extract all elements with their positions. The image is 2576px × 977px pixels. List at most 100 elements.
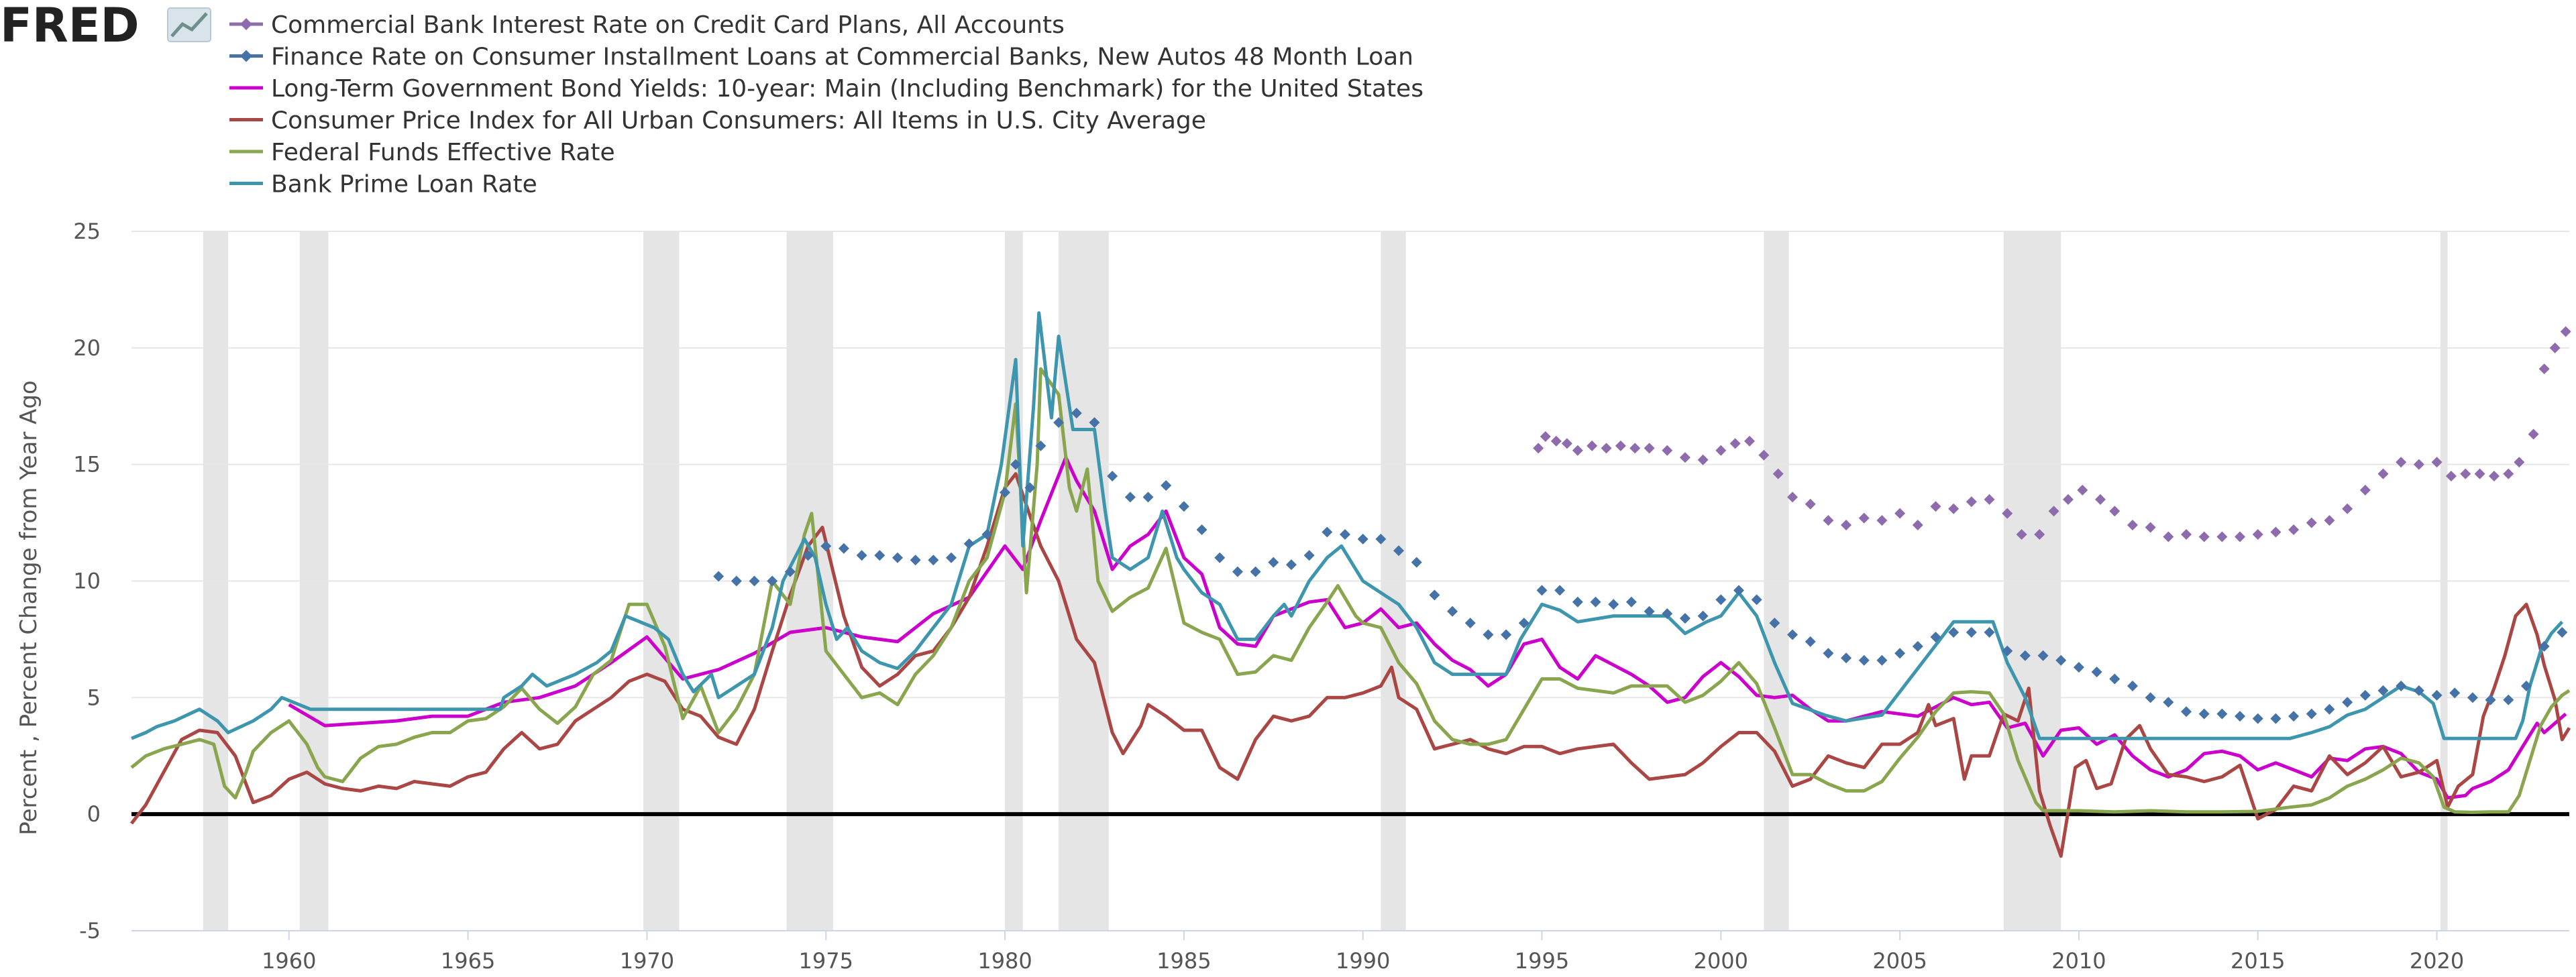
data-point-marker <box>2077 484 2088 496</box>
data-point-marker <box>2019 650 2031 661</box>
x-tick-label: 2015 <box>2231 948 2285 974</box>
data-point-marker <box>2460 468 2471 479</box>
data-point-marker <box>1805 636 1816 647</box>
data-point-marker <box>1357 533 1368 544</box>
data-point-marker <box>2109 673 2121 685</box>
data-point-marker <box>2002 508 2013 519</box>
x-tick-label: 2020 <box>2410 948 2464 974</box>
data-point-marker <box>1232 566 1243 577</box>
data-point-marker <box>1743 435 1755 447</box>
data-point-marker <box>1554 585 1566 596</box>
legend-item: Commercial Bank Interest Rate on Credit … <box>229 11 1065 39</box>
data-point-marker <box>2342 503 2353 514</box>
data-point-marker <box>1303 550 1315 561</box>
x-tick-label: 1980 <box>977 948 1032 974</box>
data-point-marker <box>1608 599 1619 610</box>
x-tick-label: 1960 <box>262 948 316 974</box>
data-point-marker <box>1858 654 1870 666</box>
data-point-marker <box>1823 515 1834 526</box>
data-point-marker <box>2538 363 2550 375</box>
data-point-marker <box>1625 596 1637 608</box>
data-point-marker <box>2073 662 2084 673</box>
data-point-marker <box>2235 531 2246 542</box>
data-point-marker <box>2549 342 2561 353</box>
data-point-marker <box>2270 526 2282 538</box>
data-point-marker <box>1769 618 1780 629</box>
data-point-marker <box>1590 596 1601 608</box>
data-point-marker <box>1644 606 1655 617</box>
data-point-marker <box>1697 454 1709 465</box>
x-tick-label: 1975 <box>799 948 853 974</box>
series-4 <box>130 367 2571 814</box>
legend-label: Federal Funds Effective Rate <box>271 139 615 166</box>
fred-logo-text: FRED <box>0 0 140 53</box>
data-point-marker <box>2474 468 2485 479</box>
data-point-marker <box>1214 552 1226 563</box>
data-point-marker <box>1930 501 1941 512</box>
data-point-marker <box>1000 487 1011 498</box>
legend-label: Commercial Bank Interest Rate on Credit … <box>271 11 1065 39</box>
data-point-marker <box>1644 443 1655 454</box>
data-point-marker <box>2163 531 2174 542</box>
data-point-marker <box>1715 594 1727 606</box>
data-point-marker <box>1823 648 1834 659</box>
data-point-marker <box>2359 689 2371 701</box>
data-point-marker <box>2181 528 2192 540</box>
legend: Commercial Bank Interest Rate on Credit … <box>229 11 1424 198</box>
series-line <box>288 455 2567 800</box>
data-point-marker <box>1758 449 1770 461</box>
data-point-marker <box>1107 471 1118 482</box>
x-tick-label: 1990 <box>1336 948 1390 974</box>
data-point-marker <box>1930 631 1941 642</box>
data-point-marker <box>2342 697 2353 708</box>
data-point-marker <box>1715 445 1727 456</box>
data-point-marker <box>1876 654 1888 666</box>
data-point-marker <box>1751 594 1762 606</box>
data-point-marker <box>2377 685 2389 696</box>
data-point-marker <box>2145 692 2156 703</box>
legend-label: Consumer Price Index for All Urban Consu… <box>271 107 1206 135</box>
data-point-marker <box>1339 528 1350 540</box>
data-point-marker <box>2377 468 2389 479</box>
data-point-marker <box>2359 484 2371 496</box>
data-point-marker <box>713 571 724 582</box>
data-point-marker <box>1679 613 1690 624</box>
data-point-marker <box>1322 526 1333 538</box>
data-point-marker <box>1894 648 1906 659</box>
x-axis: 1960 1965 1970 1975 1980 1985 1990 1995 2000 2005… <box>131 930 2569 974</box>
data-point-marker <box>892 552 903 563</box>
data-point-marker <box>1550 435 1562 447</box>
data-point-marker <box>2127 680 2138 691</box>
data-point-marker <box>1540 430 1551 442</box>
data-point-marker <box>2062 494 2074 505</box>
data-point-marker <box>1501 629 1512 640</box>
y-axis-title: Percent , Percent Change from Year Ago <box>15 380 42 835</box>
data-point-marker <box>2037 650 2049 661</box>
data-point-marker <box>2216 531 2228 542</box>
data-point-marker <box>2094 494 2106 505</box>
legend-item: Bank Prime Loan Rate <box>229 171 537 198</box>
legend-label: Long-Term Government Bond Yields: 10-yea… <box>271 75 1424 103</box>
data-point-marker <box>1948 503 1960 514</box>
data-point-marker <box>2055 654 2067 666</box>
data-point-marker <box>731 575 742 587</box>
data-point-marker <box>928 555 939 566</box>
legend-item: Finance Rate on Consumer Installment Loa… <box>229 44 1413 71</box>
legend-swatch-marker <box>240 18 252 30</box>
data-point-marker <box>981 528 993 540</box>
data-point-marker <box>2485 694 2496 705</box>
data-point-marker <box>1089 417 1100 428</box>
data-point-marker <box>2181 706 2192 717</box>
data-point-marker <box>2528 428 2539 440</box>
data-point-marker <box>1375 533 1387 544</box>
data-point-marker <box>1679 452 1690 463</box>
data-point-marker <box>874 550 885 561</box>
data-point-marker <box>784 566 796 577</box>
data-point-marker <box>2109 506 2121 517</box>
y-tick-label: 20 <box>73 335 101 361</box>
data-point-marker <box>2467 692 2478 703</box>
data-point-marker <box>1894 508 1906 519</box>
data-point-marker <box>838 542 849 554</box>
series-0 <box>1533 326 2571 542</box>
